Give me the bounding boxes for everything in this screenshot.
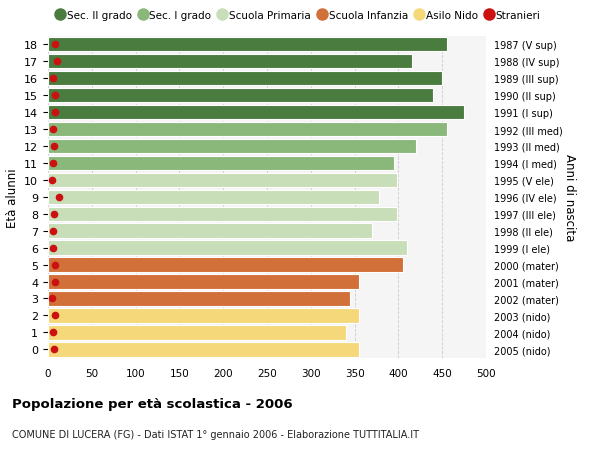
Bar bbox=[48, 275, 359, 289]
Bar bbox=[48, 241, 407, 255]
Bar bbox=[48, 308, 359, 323]
Y-axis label: Anni di nascita: Anni di nascita bbox=[563, 154, 576, 241]
Bar bbox=[48, 342, 359, 357]
Bar bbox=[48, 72, 442, 86]
Bar bbox=[48, 38, 446, 52]
Legend: Sec. II grado, Sec. I grado, Scuola Primaria, Scuola Infanzia, Asilo Nido, Stran: Sec. II grado, Sec. I grado, Scuola Prim… bbox=[53, 7, 544, 25]
Bar bbox=[48, 224, 372, 238]
Bar bbox=[48, 291, 350, 306]
Bar bbox=[48, 258, 403, 272]
Text: COMUNE DI LUCERA (FG) - Dati ISTAT 1° gennaio 2006 - Elaborazione TUTTITALIA.IT: COMUNE DI LUCERA (FG) - Dati ISTAT 1° ge… bbox=[12, 429, 419, 439]
Bar bbox=[48, 106, 464, 120]
Bar bbox=[48, 55, 412, 69]
Bar bbox=[48, 157, 394, 171]
Bar bbox=[48, 207, 397, 221]
Bar bbox=[48, 140, 416, 154]
Bar bbox=[48, 173, 397, 188]
Bar bbox=[48, 325, 346, 340]
Bar bbox=[48, 190, 379, 205]
Bar bbox=[48, 123, 446, 137]
Y-axis label: Età alunni: Età alunni bbox=[5, 168, 19, 227]
Bar bbox=[48, 89, 433, 103]
Text: Popolazione per età scolastica - 2006: Popolazione per età scolastica - 2006 bbox=[12, 397, 293, 410]
